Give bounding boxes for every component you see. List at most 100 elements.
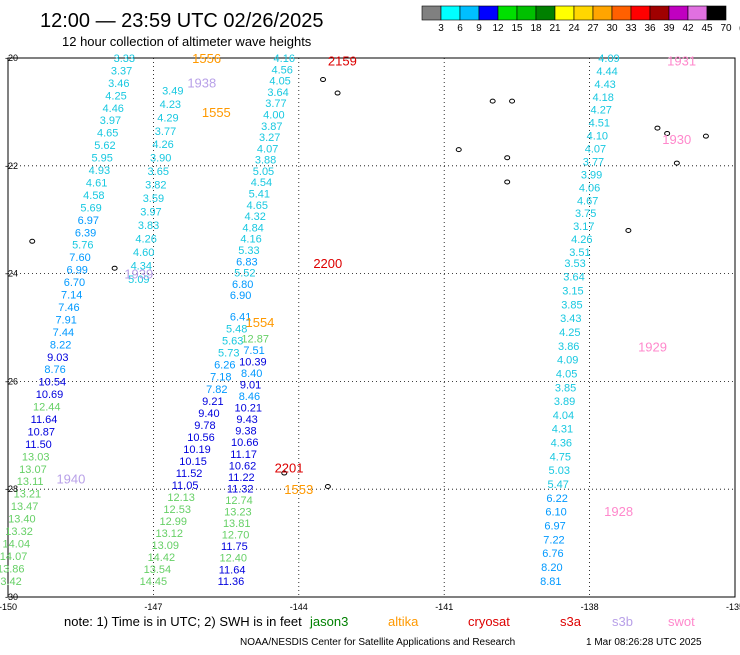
swh-value-label: 4.16 [274, 53, 295, 65]
swh-value-label: 4.26 [571, 234, 592, 246]
pass-time-label: 1555 [202, 105, 231, 120]
colorbar-swatch [592, 5, 613, 21]
swh-value-label: 10.87 [27, 426, 55, 438]
axis-tick-labels: -20 -22 -24 -26 -28 -30-150 -147 -144 -141 -138 -1… [0, 53, 740, 612]
plot-frame [7, 57, 736, 598]
swh-value-label: 9.01 [240, 379, 261, 391]
colorbar-swatch [535, 5, 556, 21]
swh-value-label: 3.17 [573, 221, 594, 233]
swh-value-label: 11.64 [31, 414, 58, 426]
legend-altika: altika [388, 614, 419, 629]
swh-value-label: 4.00 [263, 109, 284, 121]
colorbar-swatch [440, 5, 461, 21]
swh-value-label: 7.44 [53, 327, 74, 339]
chart-title: 12:00 — 23:59 UTC 02/26/2025 [40, 10, 324, 32]
island-mark [673, 160, 680, 166]
swh-value-label: 11.05 [172, 480, 199, 492]
swh-value-label: 4.18 [592, 92, 613, 104]
pass-time-label: 1553 [284, 482, 313, 497]
swh-value-label: 6.80 [232, 279, 253, 291]
swh-value-label: 3.77 [265, 98, 286, 110]
legend-swot: swot [668, 614, 695, 629]
footer-timestamp: 1 Mar 08:26:28 UTC 2025 [586, 637, 702, 648]
swh-value-label: 3.88 [255, 155, 276, 167]
swh-value-label: 6.90 [230, 290, 251, 302]
colorbar-swatch [706, 5, 727, 21]
y-tick-label: -28 [5, 484, 18, 494]
swh-value-label: 6.41 [230, 312, 251, 324]
swh-value-label: 7.82 [206, 384, 227, 396]
swh-value-label: 5.03 [549, 465, 570, 477]
swh-value-label: 5.76 [72, 240, 93, 252]
x-tick-label: -150 [0, 602, 17, 612]
swh-value-label: 10.66 [231, 437, 259, 449]
x-tick-label: -138 [581, 602, 599, 612]
swh-value-label: 3.97 [100, 115, 121, 127]
swh-value-label: 4.26 [135, 234, 156, 246]
swh-value-label: 10.39 [239, 356, 267, 368]
colorbar-swatch [687, 5, 708, 21]
island-mark [509, 98, 516, 104]
colorbar-tick-label: 70 [720, 23, 732, 34]
swh-value-label: 13.11 [17, 476, 44, 488]
swh-value-label: 4.16 [240, 234, 261, 246]
swh-value-label: 13.23 [224, 507, 252, 519]
swh-value-label: 8.22 [50, 339, 71, 351]
island-mark [664, 130, 671, 136]
swh-value-label: 12.53 [163, 504, 191, 516]
swh-value-label: 3.99 [581, 169, 602, 181]
colorbar-tick-label: 39 [663, 23, 675, 34]
colorbar-tick-label: 6 [457, 23, 463, 34]
swh-value-label: 4.65 [247, 200, 268, 212]
swh-value-label: 3.53 [564, 258, 585, 270]
swh-value-label: 3.27 [259, 132, 280, 144]
swh-value-label: 3.75 [575, 208, 596, 220]
swh-value-label: 8.81 [540, 576, 561, 588]
swh-value-label: 4.60 [133, 247, 154, 259]
swh-value-label: 13.07 [19, 464, 47, 476]
swh-value-label: 12.74 [225, 495, 253, 507]
colorbar-swatch [573, 5, 594, 21]
swh-value-label: 6.76 [542, 548, 563, 560]
colorbar-tick-label: 15 [511, 23, 523, 34]
swh-value-label: 10.56 [187, 432, 215, 444]
island-mark [504, 155, 511, 161]
pass-time-label: 1929 [638, 339, 667, 354]
swh-value-label: 5.05 [253, 166, 274, 178]
swh-value-label: 10.15 [179, 456, 207, 468]
swh-value-label: 13.86 [0, 563, 25, 575]
swh-value-label: 5.62 [94, 140, 115, 152]
swh-value-label: 13.40 [8, 514, 36, 526]
swh-value-label: 3.46 [108, 78, 129, 90]
island-mark [334, 90, 341, 96]
swh-value-label: 4.32 [244, 211, 265, 223]
swh-value-label: 12.40 [219, 553, 247, 565]
swh-value-label: 4.51 [589, 118, 610, 130]
swh-value-label: 3.77 [155, 126, 176, 138]
swh-value-label: 11.64 [219, 564, 246, 576]
swh-value-label: 12.13 [167, 492, 195, 504]
island-mark [320, 77, 327, 83]
swh-value-label: 4.10 [587, 131, 608, 143]
colorbar-swatch [649, 5, 670, 21]
swh-value-label: 9.03 [47, 352, 68, 364]
swh-value-label: 3.82 [145, 180, 166, 192]
island-mark [489, 98, 496, 104]
coastline-islands [29, 77, 709, 490]
swh-value-label: 4.06 [579, 182, 600, 194]
swh-value-label: 4.34 [131, 261, 152, 273]
pass-time-label: 2201 [275, 461, 304, 476]
colorbar-tick-label: 33 [625, 23, 637, 34]
colorbar-swatch [421, 5, 442, 21]
swh-value-label: 3.65 [148, 166, 169, 178]
swh-value-label: 6.97 [544, 521, 565, 533]
swh-value-label: 4.84 [242, 222, 263, 234]
swh-value-label: 9.40 [198, 408, 219, 420]
swh-value-label: 12.87 [241, 333, 269, 345]
swh-value-label: 8.46 [239, 391, 260, 403]
footer-credit: NOAA/NESDIS Center for Satellite Applica… [240, 637, 515, 648]
swh-value-label: 9.43 [236, 414, 257, 426]
swh-value-label: 7.18 [210, 372, 231, 384]
